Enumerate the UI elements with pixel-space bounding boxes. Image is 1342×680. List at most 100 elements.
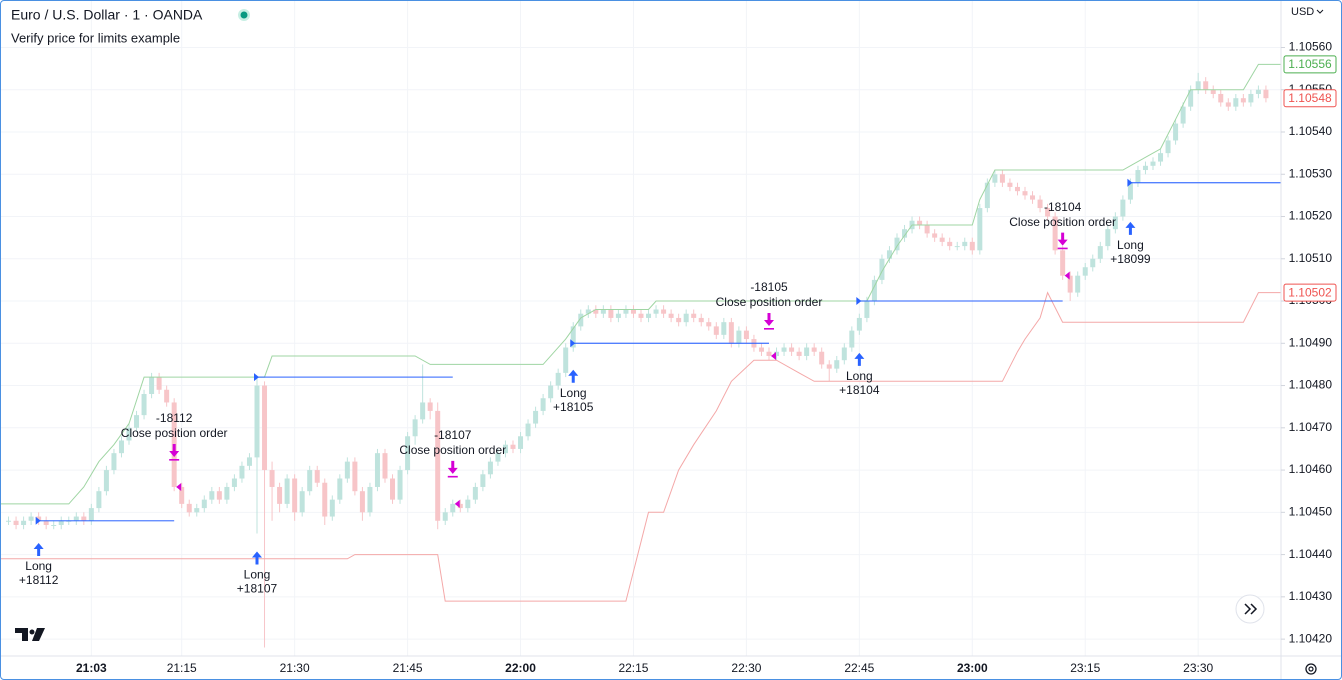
candle-body (623, 309, 629, 314)
exit-arrow (1057, 232, 1068, 250)
study-title: Verify price for limits example (11, 30, 180, 45)
candle-body (736, 330, 742, 344)
candle-body (495, 453, 501, 462)
scroll-to-realtime-button[interactable] (1235, 594, 1265, 624)
entry-arrow (568, 369, 579, 383)
candle-body (510, 444, 516, 449)
candle-body (879, 258, 885, 280)
candle-body (947, 241, 953, 247)
settings-gear[interactable] (1305, 663, 1317, 675)
price-label-box (1283, 89, 1337, 108)
candle-body (254, 385, 260, 458)
candle-body (118, 440, 124, 454)
candle-body (1195, 81, 1201, 90)
candle-body (819, 351, 825, 365)
entry-triangle (570, 339, 576, 348)
candle-body (1203, 81, 1209, 90)
exit-arrow (169, 443, 180, 461)
candle-body (1240, 98, 1246, 103)
candle-body (201, 499, 207, 509)
candle-body (962, 241, 968, 247)
candle-body (585, 309, 591, 314)
entry-label: Long (25, 559, 52, 573)
entry-qty: +18105 (553, 400, 594, 414)
x-tick-label: 22:00 (505, 661, 536, 675)
exit-triangle (1064, 271, 1070, 280)
entry-label: Long (560, 386, 587, 400)
candle-body (1142, 165, 1148, 171)
candle-body (359, 491, 365, 513)
candle-body (1022, 191, 1028, 196)
candle-body (1218, 93, 1224, 103)
candle-body (1248, 93, 1254, 103)
candle-body (570, 326, 576, 348)
candle-body (13, 520, 19, 525)
status-dot (240, 11, 248, 19)
candle-body (73, 516, 79, 521)
y-tick-label: 1.10420 (1289, 631, 1333, 645)
exit-qty: -18104 (1044, 200, 1082, 214)
candle-body (487, 461, 493, 475)
candle-body (939, 237, 945, 242)
candle-body (555, 372, 561, 386)
price-label: 1.10548 (1288, 91, 1332, 105)
candle-body (156, 377, 162, 390)
price-label-box (1283, 55, 1337, 74)
candle-body (126, 427, 132, 441)
candle-body (1127, 182, 1133, 200)
candle-body (713, 326, 719, 335)
currency[interactable]: USD (1291, 6, 1314, 18)
candle-body (924, 224, 930, 234)
currency-caret[interactable] (1316, 9, 1324, 14)
candle-body (179, 486, 185, 504)
candle-body (1045, 208, 1051, 217)
y-tick-label: 1.10520 (1289, 209, 1333, 223)
exit-arrow (764, 312, 774, 330)
exit-qty: -18107 (434, 428, 472, 442)
candle-body (999, 174, 1005, 183)
candle-body (269, 470, 275, 487)
entry-qty: +18099 (1110, 252, 1151, 266)
tv-logo (15, 628, 45, 641)
exit-triangle (771, 351, 776, 360)
candle-body (88, 508, 94, 521)
exit-label: Close position order (716, 295, 823, 309)
candle-body (1075, 275, 1081, 293)
entry-qty: +18104 (839, 383, 880, 397)
candle-body (6, 520, 12, 522)
candle-body (58, 520, 64, 525)
candle-body (465, 499, 471, 509)
candle-body (149, 377, 155, 394)
candle-body (43, 520, 49, 525)
candle-body (344, 461, 350, 479)
x-tick-label: 21:15 (167, 661, 197, 675)
candle-body (676, 317, 682, 323)
candle-body (969, 241, 975, 251)
candle-body (1225, 102, 1231, 107)
candle-body (352, 461, 358, 492)
candle-body (646, 313, 652, 318)
candle-body (1030, 195, 1036, 200)
candle-body (36, 516, 42, 521)
candle-body (766, 351, 772, 356)
candle-body (1158, 153, 1164, 162)
candle-body (871, 279, 877, 302)
candle-body (209, 491, 215, 500)
candle-body (299, 491, 305, 513)
candle-body (397, 470, 403, 500)
entry-arrow (252, 551, 262, 565)
candle-body (789, 347, 795, 352)
candle-body (442, 512, 448, 521)
candle-body (1105, 229, 1111, 247)
x-tick-label: 21:45 (393, 661, 423, 675)
candle-body (706, 322, 712, 327)
candle-body (638, 313, 644, 318)
x-tick-label: 22:15 (618, 661, 648, 675)
entry-triangle (35, 516, 41, 525)
candle-body (668, 313, 674, 318)
candle-body (103, 470, 109, 492)
candle-body (743, 330, 749, 340)
exit-arrow (447, 460, 458, 478)
exit-label: Close position order (399, 443, 506, 457)
